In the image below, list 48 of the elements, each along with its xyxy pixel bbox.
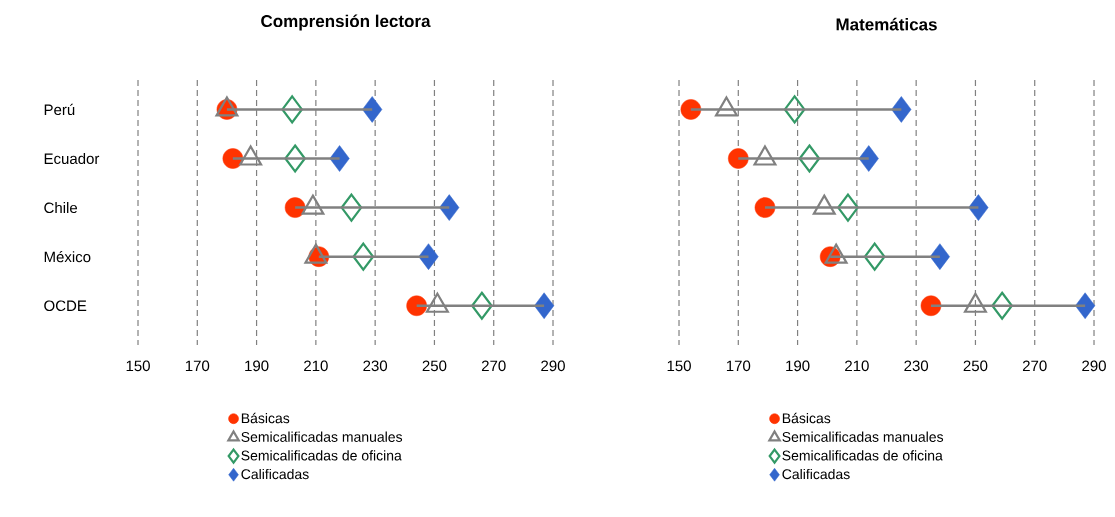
x-tick-label: 190: [786, 360, 810, 372]
point: [534, 292, 555, 319]
legend-label: Básicas: [782, 412, 831, 424]
x-tick-label: 170: [185, 360, 210, 372]
x-tick-label: 250: [963, 360, 988, 372]
legend-label: Semicalificadas de oficina: [782, 450, 943, 461]
point: [352, 242, 375, 271]
y-tick-label: Ecuador: [44, 153, 100, 165]
point: [728, 148, 749, 169]
point: [783, 95, 806, 124]
x-tick-label: 190: [245, 360, 269, 372]
point: [754, 197, 776, 218]
x-tick-label: 210: [304, 360, 328, 372]
point: [680, 99, 702, 120]
point: [1075, 292, 1096, 319]
point: [863, 242, 886, 271]
chart-title: Matemáticas: [836, 17, 937, 31]
point: [920, 295, 942, 316]
x-tick-label: 270: [1022, 360, 1047, 372]
legend-label: Calificadas: [241, 468, 309, 480]
y-tick-label: Chile: [44, 202, 78, 214]
x-tick-label: 230: [904, 360, 929, 372]
x-tick-label: 170: [726, 360, 751, 372]
y-tick-label: México: [44, 251, 91, 263]
legend-label: Básicas: [241, 412, 290, 424]
point: [837, 193, 859, 222]
point: [281, 95, 303, 124]
legend-label: Semicalificadas de oficina: [241, 450, 402, 461]
point: [406, 295, 427, 316]
x-tick-label: 290: [541, 360, 565, 372]
legend-label: Semicalificadas manuales: [782, 431, 944, 442]
legend-label: Semicalificadas manuales: [241, 431, 403, 442]
x-tick-label: 150: [126, 360, 150, 372]
point: [991, 291, 1013, 320]
chart-title: Comprensión lectora: [261, 14, 431, 31]
y-tick-label: OCDE: [44, 300, 87, 312]
point: [471, 291, 493, 320]
x-tick-label: 210: [845, 360, 869, 372]
point: [798, 144, 821, 173]
x-tick-label: 290: [1082, 360, 1106, 372]
x-tick-label: 250: [422, 360, 447, 372]
x-tick-label: 230: [363, 360, 388, 372]
legend-label: Calificadas: [782, 468, 850, 480]
x-tick-label: 150: [667, 360, 691, 372]
x-tick-label: 270: [481, 360, 506, 372]
y-tick-label: Perú: [44, 103, 75, 116]
point: [284, 144, 306, 173]
point: [340, 193, 363, 222]
